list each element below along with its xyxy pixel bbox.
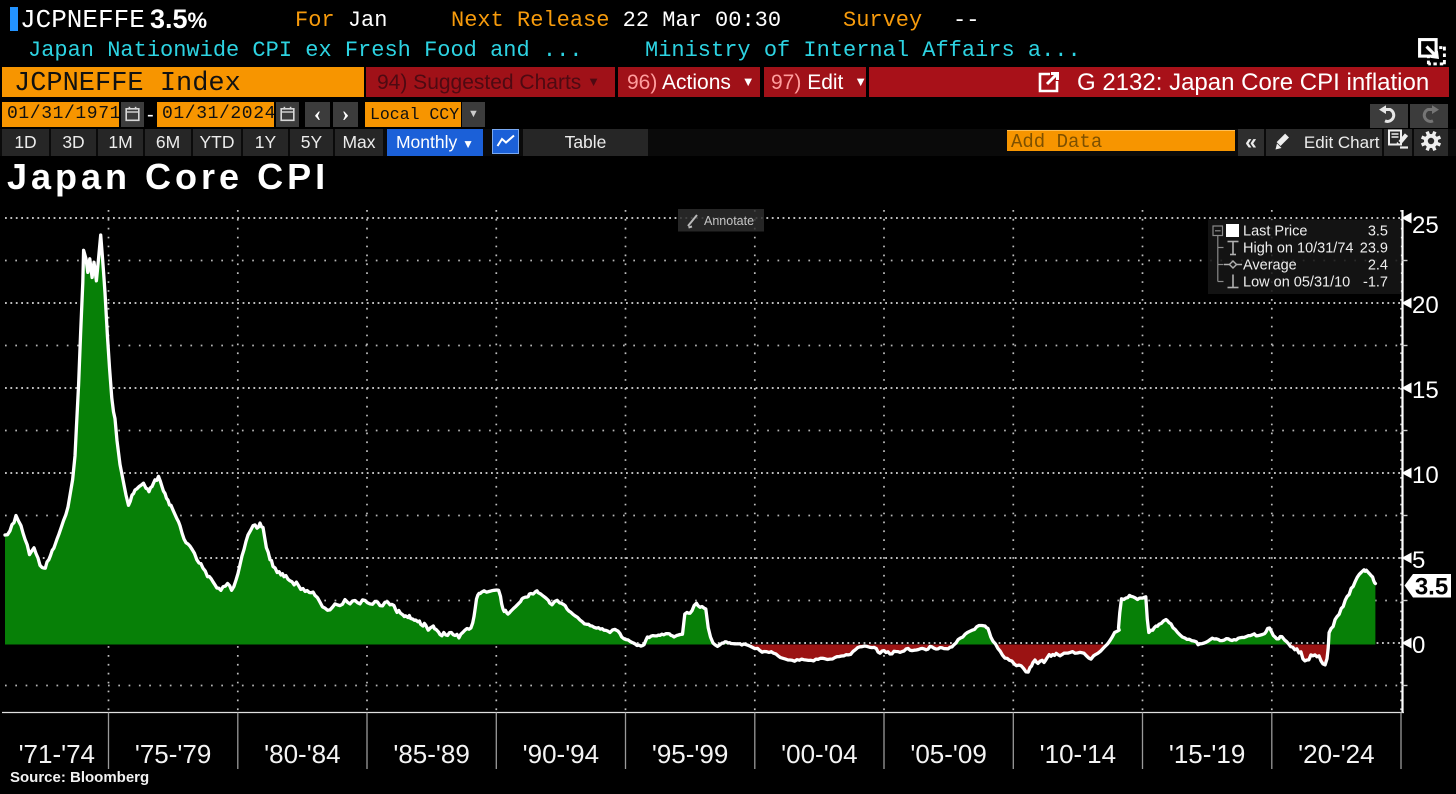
svg-text:'05-'09: '05-'09 <box>910 739 986 769</box>
svg-text:25: 25 <box>1412 212 1439 239</box>
svg-text:15: 15 <box>1412 377 1439 404</box>
svg-text:20: 20 <box>1412 292 1439 319</box>
svg-text:2.4: 2.4 <box>1368 258 1388 274</box>
svg-text:'75-'79: '75-'79 <box>135 739 211 769</box>
svg-text:10: 10 <box>1412 462 1439 489</box>
svg-text:Last Price: Last Price <box>1243 224 1307 240</box>
svg-text:'15-'19: '15-'19 <box>1169 739 1245 769</box>
svg-text:'71-'74: '71-'74 <box>19 739 95 769</box>
svg-text:'80-'84: '80-'84 <box>264 739 340 769</box>
svg-text:5: 5 <box>1412 547 1425 574</box>
svg-text:High on 10/31/74: High on 10/31/74 <box>1243 241 1353 257</box>
svg-text:'00-'04: '00-'04 <box>781 739 857 769</box>
svg-text:-1.7: -1.7 <box>1363 275 1388 291</box>
svg-text:0: 0 <box>1412 632 1425 659</box>
svg-text:Annotate: Annotate <box>704 214 754 228</box>
svg-text:23.9: 23.9 <box>1360 241 1388 257</box>
svg-text:'20-'24: '20-'24 <box>1298 739 1374 769</box>
svg-text:'85-'89: '85-'89 <box>393 739 469 769</box>
svg-text:Average: Average <box>1243 258 1297 274</box>
svg-text:3.5: 3.5 <box>1415 574 1448 601</box>
svg-text:'10-'14: '10-'14 <box>1040 739 1116 769</box>
svg-text:Low on 05/31/10: Low on 05/31/10 <box>1243 275 1350 291</box>
svg-text:3.5: 3.5 <box>1368 224 1388 240</box>
svg-text:'90-'94: '90-'94 <box>523 739 599 769</box>
svg-text:'95-'99: '95-'99 <box>652 739 728 769</box>
